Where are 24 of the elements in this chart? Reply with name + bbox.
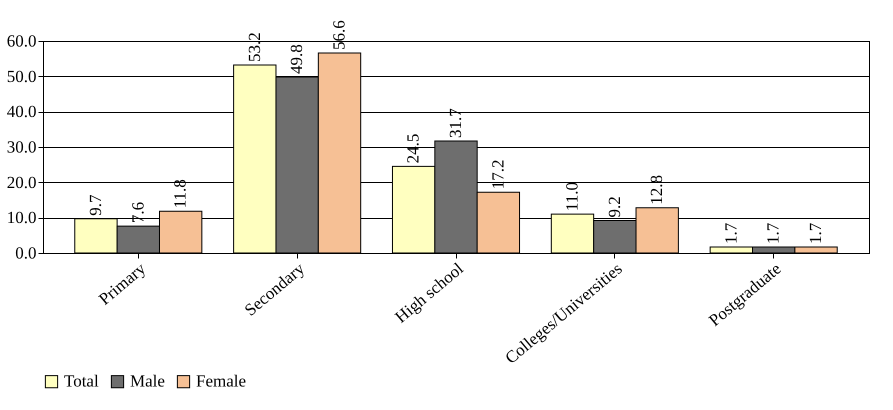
y-tick-label: 30.0 [6, 138, 36, 156]
legend-label: Total [64, 372, 99, 391]
y-tick-label: 20.0 [6, 172, 36, 192]
data-label: 49.8 [287, 44, 306, 74]
legend-label: Male [130, 372, 165, 391]
data-label: 31.7 [446, 108, 465, 138]
data-label: 24.5 [404, 134, 423, 164]
data-label: 1.7 [764, 222, 783, 244]
data-label: 11.0 [562, 182, 582, 212]
data-label: 17.2 [488, 159, 508, 190]
data-label: 9.7 [86, 194, 105, 216]
y-tick-label: 0.0 [15, 244, 36, 262]
data-label: 12.8 [647, 175, 666, 205]
y-tick-label: 60.0 [6, 32, 36, 50]
data-label: 1.7 [806, 222, 826, 244]
data-label: 9.2 [604, 196, 624, 218]
data-label: 1.7 [721, 222, 740, 244]
y-tick-label: 10.0 [6, 208, 36, 228]
y-tick-label: 40.0 [6, 102, 36, 122]
y-tick-label: 50.0 [6, 66, 36, 86]
data-label: 11.8 [170, 179, 190, 208]
data-label: 53.2 [244, 32, 264, 62]
legend-label: Female [196, 372, 246, 391]
data-label: 56.6 [330, 20, 349, 50]
